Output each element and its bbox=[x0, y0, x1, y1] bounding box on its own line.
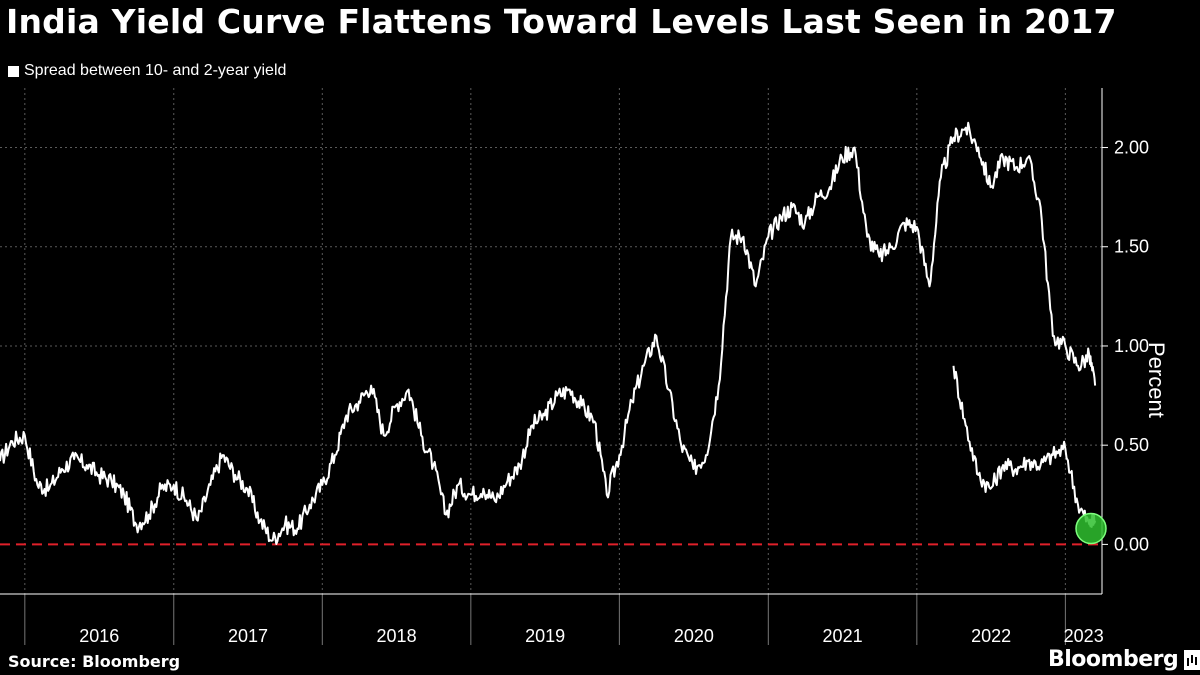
series-line bbox=[0, 121, 1097, 545]
bar-chart-icon bbox=[1184, 649, 1200, 670]
x-tick-label: 2017 bbox=[228, 626, 268, 646]
y-tick-label: 0.50 bbox=[1114, 435, 1149, 455]
x-tick-label: 2021 bbox=[823, 626, 863, 646]
x-tick-label: 2020 bbox=[674, 626, 714, 646]
bloomberg-logo: Bloomberg bbox=[1048, 647, 1200, 672]
y-tick-label: 0.00 bbox=[1114, 534, 1149, 554]
legend-swatch bbox=[8, 65, 19, 77]
y-axis-label: Percent bbox=[1144, 342, 1169, 418]
brand-name: Bloomberg bbox=[1048, 647, 1179, 672]
y-tick-label: 1.00 bbox=[1114, 336, 1149, 356]
y-tick-label: 1.50 bbox=[1114, 237, 1149, 257]
legend: Spread between 10- and 2-year yield bbox=[8, 62, 286, 80]
legend-label: Spread between 10- and 2-year yield bbox=[24, 62, 287, 79]
x-tick-label: 2018 bbox=[377, 626, 417, 646]
y-tick-label: 2.00 bbox=[1114, 138, 1149, 158]
series-line bbox=[952, 365, 1097, 528]
x-tick-label: 2019 bbox=[525, 626, 565, 646]
highlight-marker bbox=[1075, 512, 1107, 545]
x-tick-label: 2022 bbox=[971, 626, 1011, 646]
chart-title: India Yield Curve Flattens Toward Levels… bbox=[6, 2, 1117, 41]
x-tick-label: 2016 bbox=[79, 626, 119, 646]
x-tick-label: 2023 bbox=[1064, 626, 1104, 646]
source-note: Source: Bloomberg bbox=[8, 652, 181, 671]
